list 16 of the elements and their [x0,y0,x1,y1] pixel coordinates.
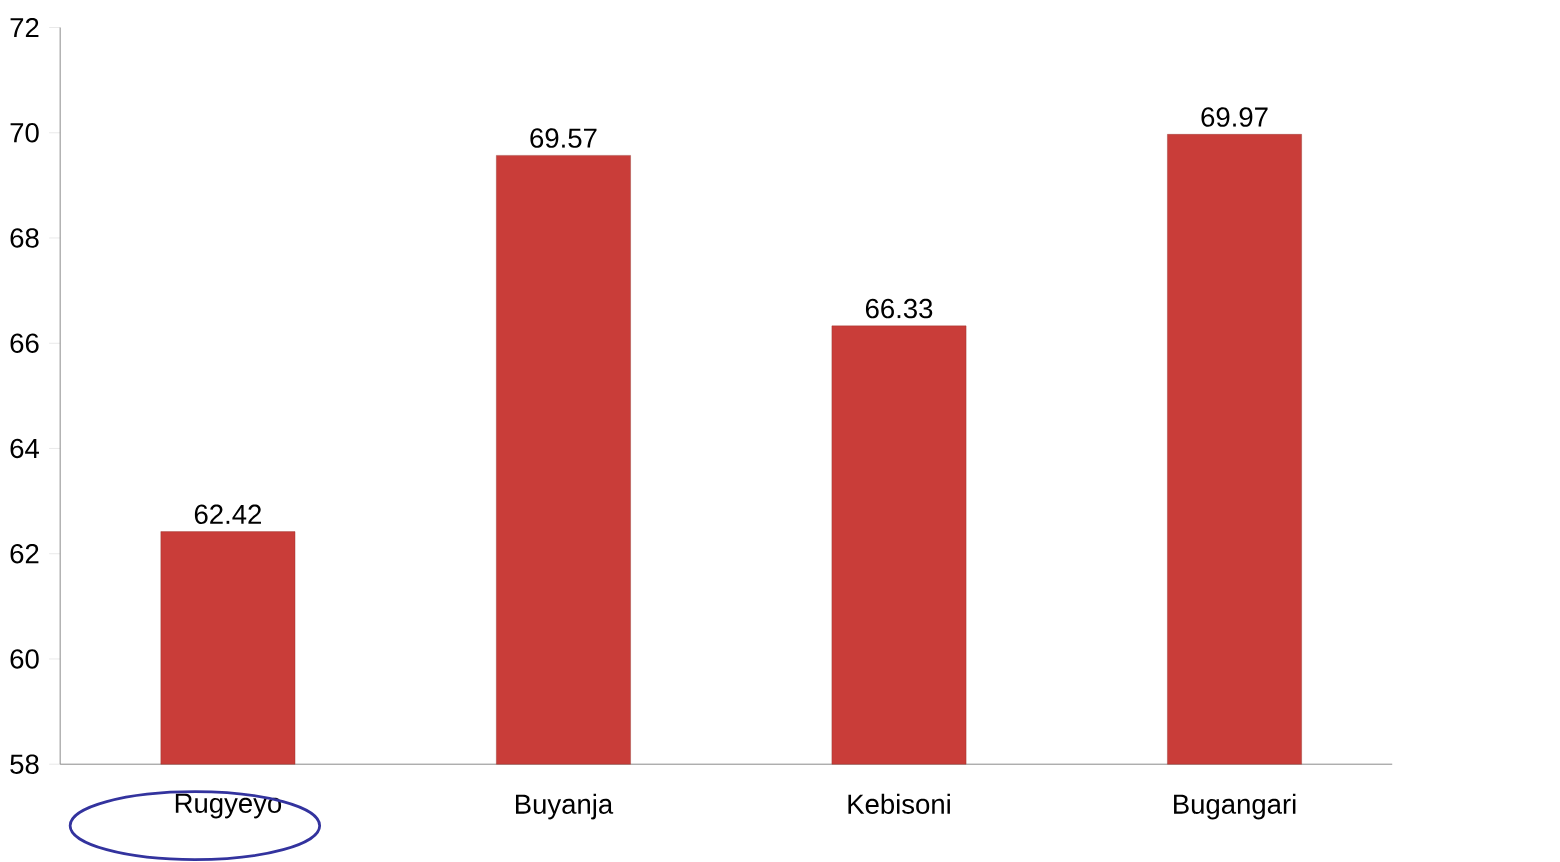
y-tick-label: 72 [10,17,39,37]
data-label: 69.97 [1201,107,1268,127]
y-tick-label: 60 [10,649,39,669]
x-tick-label: Kebisoni [848,793,950,814]
data-label: 69.57 [530,128,597,148]
data-label: 66.33 [865,298,933,319]
x-tick-label: Buyanja [515,793,614,820]
data-label: 62.42 [194,504,261,524]
y-tick-label: 66 [10,333,39,353]
y-tick-label: 62 [10,543,39,564]
y-tick-label: 68 [10,228,39,248]
y-tick-label: 70 [10,122,39,143]
y-tick-label: 58 [10,754,39,774]
y-tick-label: 64 [10,438,39,459]
x-tick-label: Bugangari [1174,793,1296,820]
x-tick-label: Rugyeyo [175,793,282,819]
